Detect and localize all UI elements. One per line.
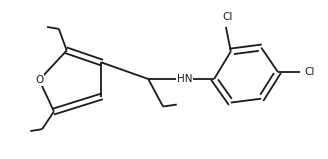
Text: Cl: Cl: [304, 67, 315, 77]
Text: O: O: [35, 75, 43, 85]
Text: HN: HN: [177, 74, 193, 84]
Text: Cl: Cl: [223, 12, 233, 22]
